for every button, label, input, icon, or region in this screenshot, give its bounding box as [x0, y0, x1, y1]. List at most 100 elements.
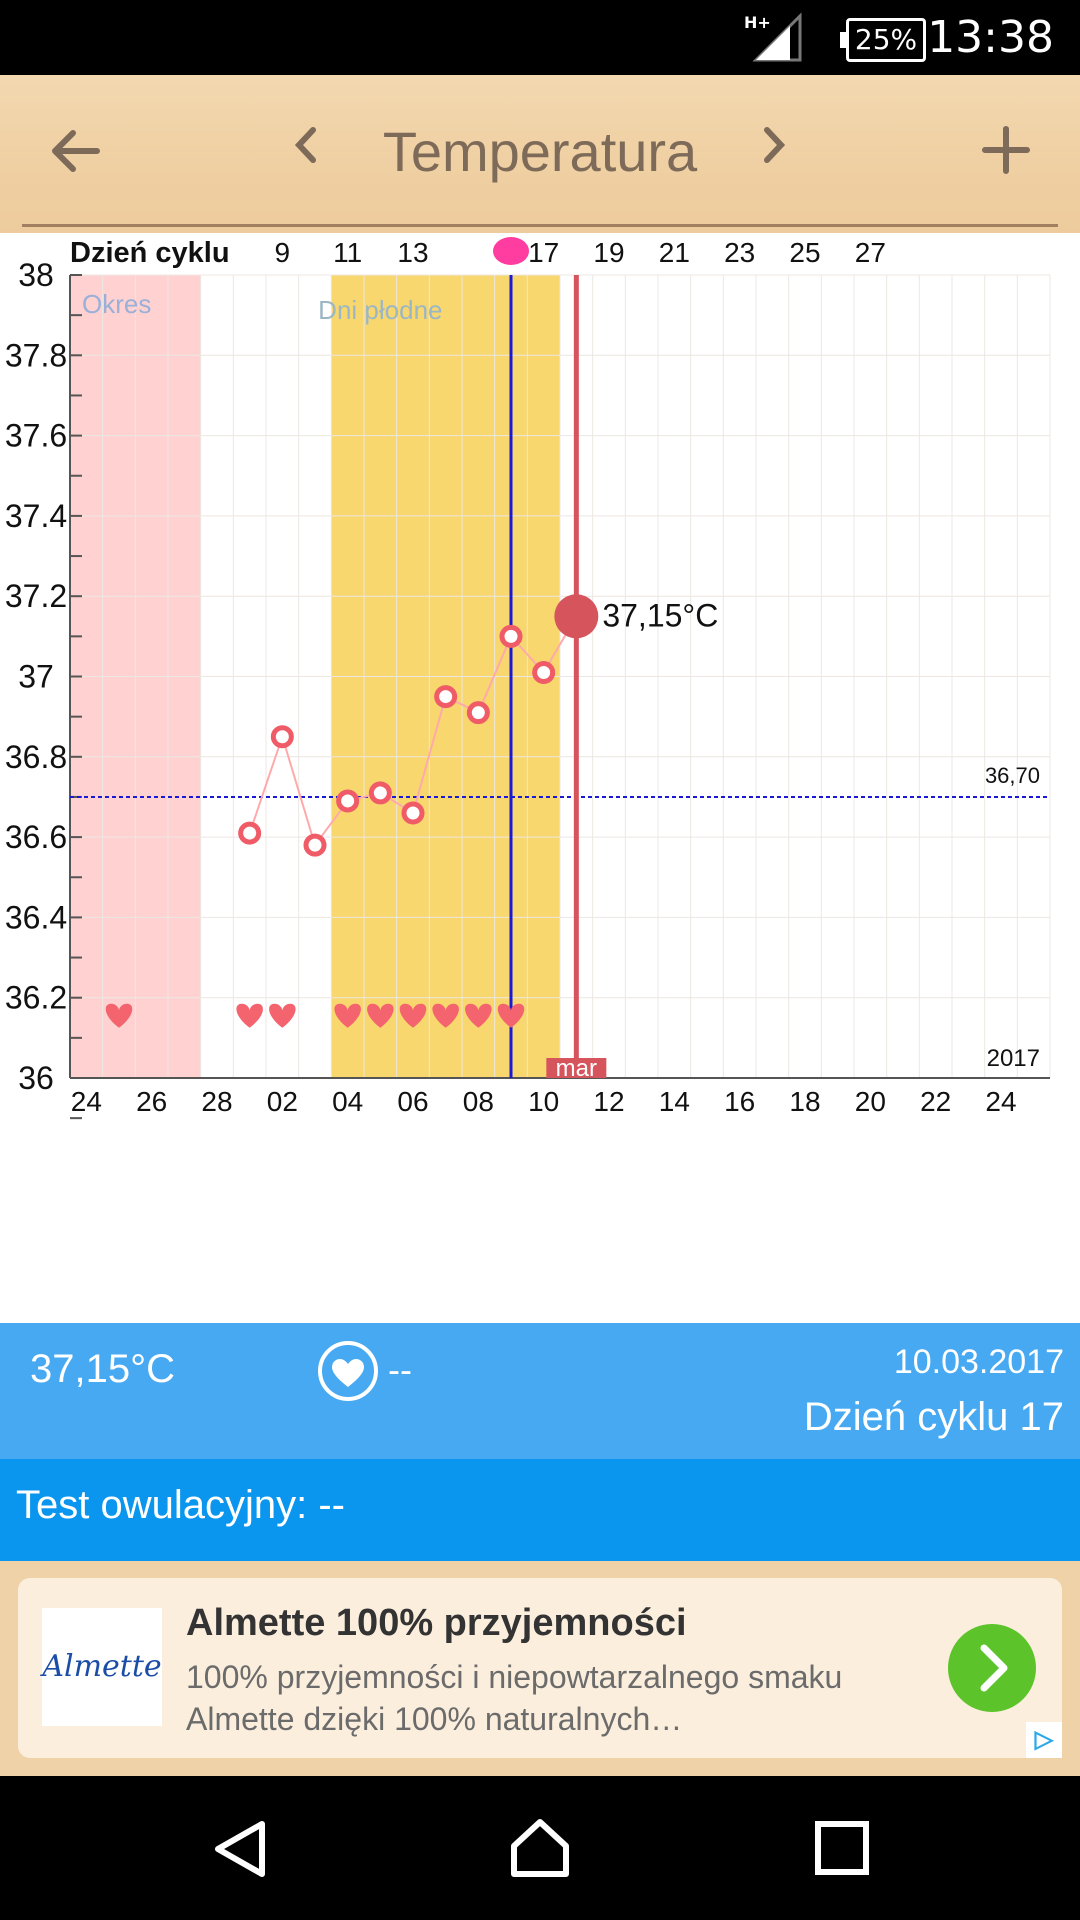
heart-icon — [399, 1003, 427, 1028]
month-badge — [546, 1058, 607, 1078]
add-button[interactable] — [976, 119, 1036, 183]
page-title: Temperatura — [382, 120, 698, 183]
ad-banner[interactable]: Almette Almette 100% przyjemności 100% p… — [18, 1578, 1062, 1758]
heart-icon — [105, 1003, 133, 1028]
date-tick-label: 18 — [789, 1086, 820, 1117]
cycle-tick-label: 27 — [855, 237, 886, 268]
date-tick-label: 26 — [136, 1086, 167, 1117]
cycle-tick-label: 21 — [659, 237, 690, 268]
selected-cycle-day: Dzień cyklu 17 — [803, 1395, 1064, 1439]
ad-description: 100% przyjemności i niepowtarzalnego sma… — [186, 1659, 843, 1737]
temperature-point — [434, 685, 458, 709]
previous-chart-button[interactable] — [286, 119, 326, 183]
heart-icon — [367, 1003, 394, 1028]
month-label: mar — [556, 1055, 597, 1082]
y-tick-label: 36.2 — [5, 980, 67, 1016]
cycle-tick-label: 25 — [789, 237, 820, 268]
heart-icon — [269, 1003, 296, 1028]
temperature-chart-area[interactable]: 38 37.8 37.6 37.4 37.2 37 36.8 36.6 36.4 36.2 36 Ok… — [0, 233, 1080, 1323]
cycle-tick-label: 11 — [333, 237, 362, 268]
ad-banner-container: Almette Almette 100% przyjemności 100% p… — [0, 1561, 1080, 1776]
date-tick-label: 22 — [920, 1086, 951, 1117]
y-tick-label: 37 — [18, 659, 54, 695]
selected-day-info[interactable]: 37,15°C -- 10.03.2017 Dzień cyklu 17 — [0, 1323, 1080, 1459]
date-tick-label: 28 — [201, 1086, 232, 1117]
y-tick-label: 36.8 — [5, 739, 67, 775]
year-label: 2017 — [987, 1045, 1040, 1072]
ovulation-test-text: Test owulacyjny: -- — [16, 1483, 345, 1527]
date-tick-label: 12 — [593, 1086, 624, 1117]
heart-icon — [236, 1003, 263, 1028]
back-triangle-icon[interactable] — [210, 1818, 272, 1880]
chevron-right-icon — [980, 1644, 1008, 1692]
heart-icon — [432, 1003, 459, 1028]
ovulation-marker-icon — [493, 237, 529, 265]
y-tick-label: 37.4 — [5, 498, 67, 534]
y-tick-label: 37.2 — [5, 578, 67, 614]
home-icon[interactable] — [508, 1816, 572, 1880]
cycle-tick-label: 19 — [593, 237, 624, 268]
date-tick-label: 02 — [267, 1086, 298, 1117]
current-temperature-point — [554, 594, 599, 639]
temperature-point — [466, 701, 490, 725]
temperature-point — [336, 789, 360, 813]
signal-icon: H+ — [744, 12, 802, 62]
y-tick-label: 36.4 — [5, 899, 67, 935]
y-tick-label: 37.6 — [5, 418, 67, 454]
coverline-label: 36,70 — [985, 763, 1040, 788]
selected-temperature: 37,15°C — [30, 1347, 175, 1391]
temperature-chart[interactable]: 38 37.8 37.6 37.4 37.2 37 36.8 36.6 36.4 36.2 36 Ok… — [0, 233, 1080, 1323]
heart-icon — [334, 1003, 361, 1028]
temperature-point — [401, 801, 425, 825]
next-chart-button[interactable] — [754, 119, 794, 183]
temperature-point — [499, 624, 523, 648]
status-bar: H+ 25% 13:38 — [0, 0, 1080, 75]
y-tick-label: 37.8 — [5, 337, 67, 373]
selected-date: 10.03.2017 — [893, 1343, 1064, 1381]
advertiser-logo: Almette — [42, 1608, 162, 1726]
intercourse-value: -- — [388, 1349, 412, 1390]
heart-icon — [465, 1003, 492, 1028]
svg-text:H+: H+ — [744, 13, 771, 32]
date-tick-label: 24 — [71, 1086, 102, 1117]
chevron-right-icon — [764, 127, 786, 163]
cycle-tick-label: 17 — [528, 237, 559, 268]
cycle-tick-label: 13 — [397, 237, 428, 268]
y-tick-label: 36.6 — [5, 819, 67, 855]
cycle-tick-label: 9 — [275, 237, 291, 268]
ad-open-button[interactable] — [948, 1624, 1036, 1712]
period-label: Okres — [82, 289, 151, 319]
date-tick-label: 10 — [528, 1086, 559, 1117]
temperature-point — [238, 821, 262, 845]
date-tick-label: 14 — [659, 1086, 690, 1117]
date-tick-label: 16 — [724, 1086, 755, 1117]
temperature-point — [270, 725, 294, 749]
cycle-day-label: Dzień cyklu — [70, 237, 230, 269]
recents-square-icon[interactable] — [814, 1820, 870, 1876]
ad-title: Almette 100% przyjemności — [186, 1602, 687, 1644]
cycle-tick-label: 23 — [724, 237, 755, 268]
date-tick-label: 08 — [463, 1086, 494, 1117]
plus-icon — [982, 126, 1030, 174]
date-tick-label: 24 — [985, 1086, 1016, 1117]
heart-circle-icon[interactable] — [318, 1341, 378, 1401]
temperature-point — [368, 781, 392, 805]
current-temperature-label: 37,15°C — [602, 597, 718, 633]
heart-icon — [497, 1003, 525, 1028]
y-tick-label: 38 — [18, 257, 54, 293]
battery-indicator: 25% — [840, 18, 926, 62]
chevron-left-icon — [294, 127, 316, 163]
system-navigation-bar — [0, 1776, 1080, 1920]
date-tick-label: 20 — [855, 1086, 886, 1117]
temperature-point — [532, 660, 556, 684]
back-button[interactable] — [40, 119, 110, 183]
date-tick-label: 06 — [397, 1086, 428, 1117]
fertile-label: Dni płodne — [318, 295, 442, 325]
date-tick-label: 04 — [332, 1086, 363, 1117]
app-bar: Temperatura — [0, 75, 1080, 233]
ovulation-test-row[interactable]: Test owulacyjny: -- — [0, 1459, 1080, 1561]
adchoices-icon[interactable]: ▷ — [1026, 1722, 1062, 1758]
y-tick-label: 36 — [18, 1060, 54, 1096]
arrow-left-icon — [52, 130, 100, 172]
clock: 13:38 — [927, 12, 1054, 63]
